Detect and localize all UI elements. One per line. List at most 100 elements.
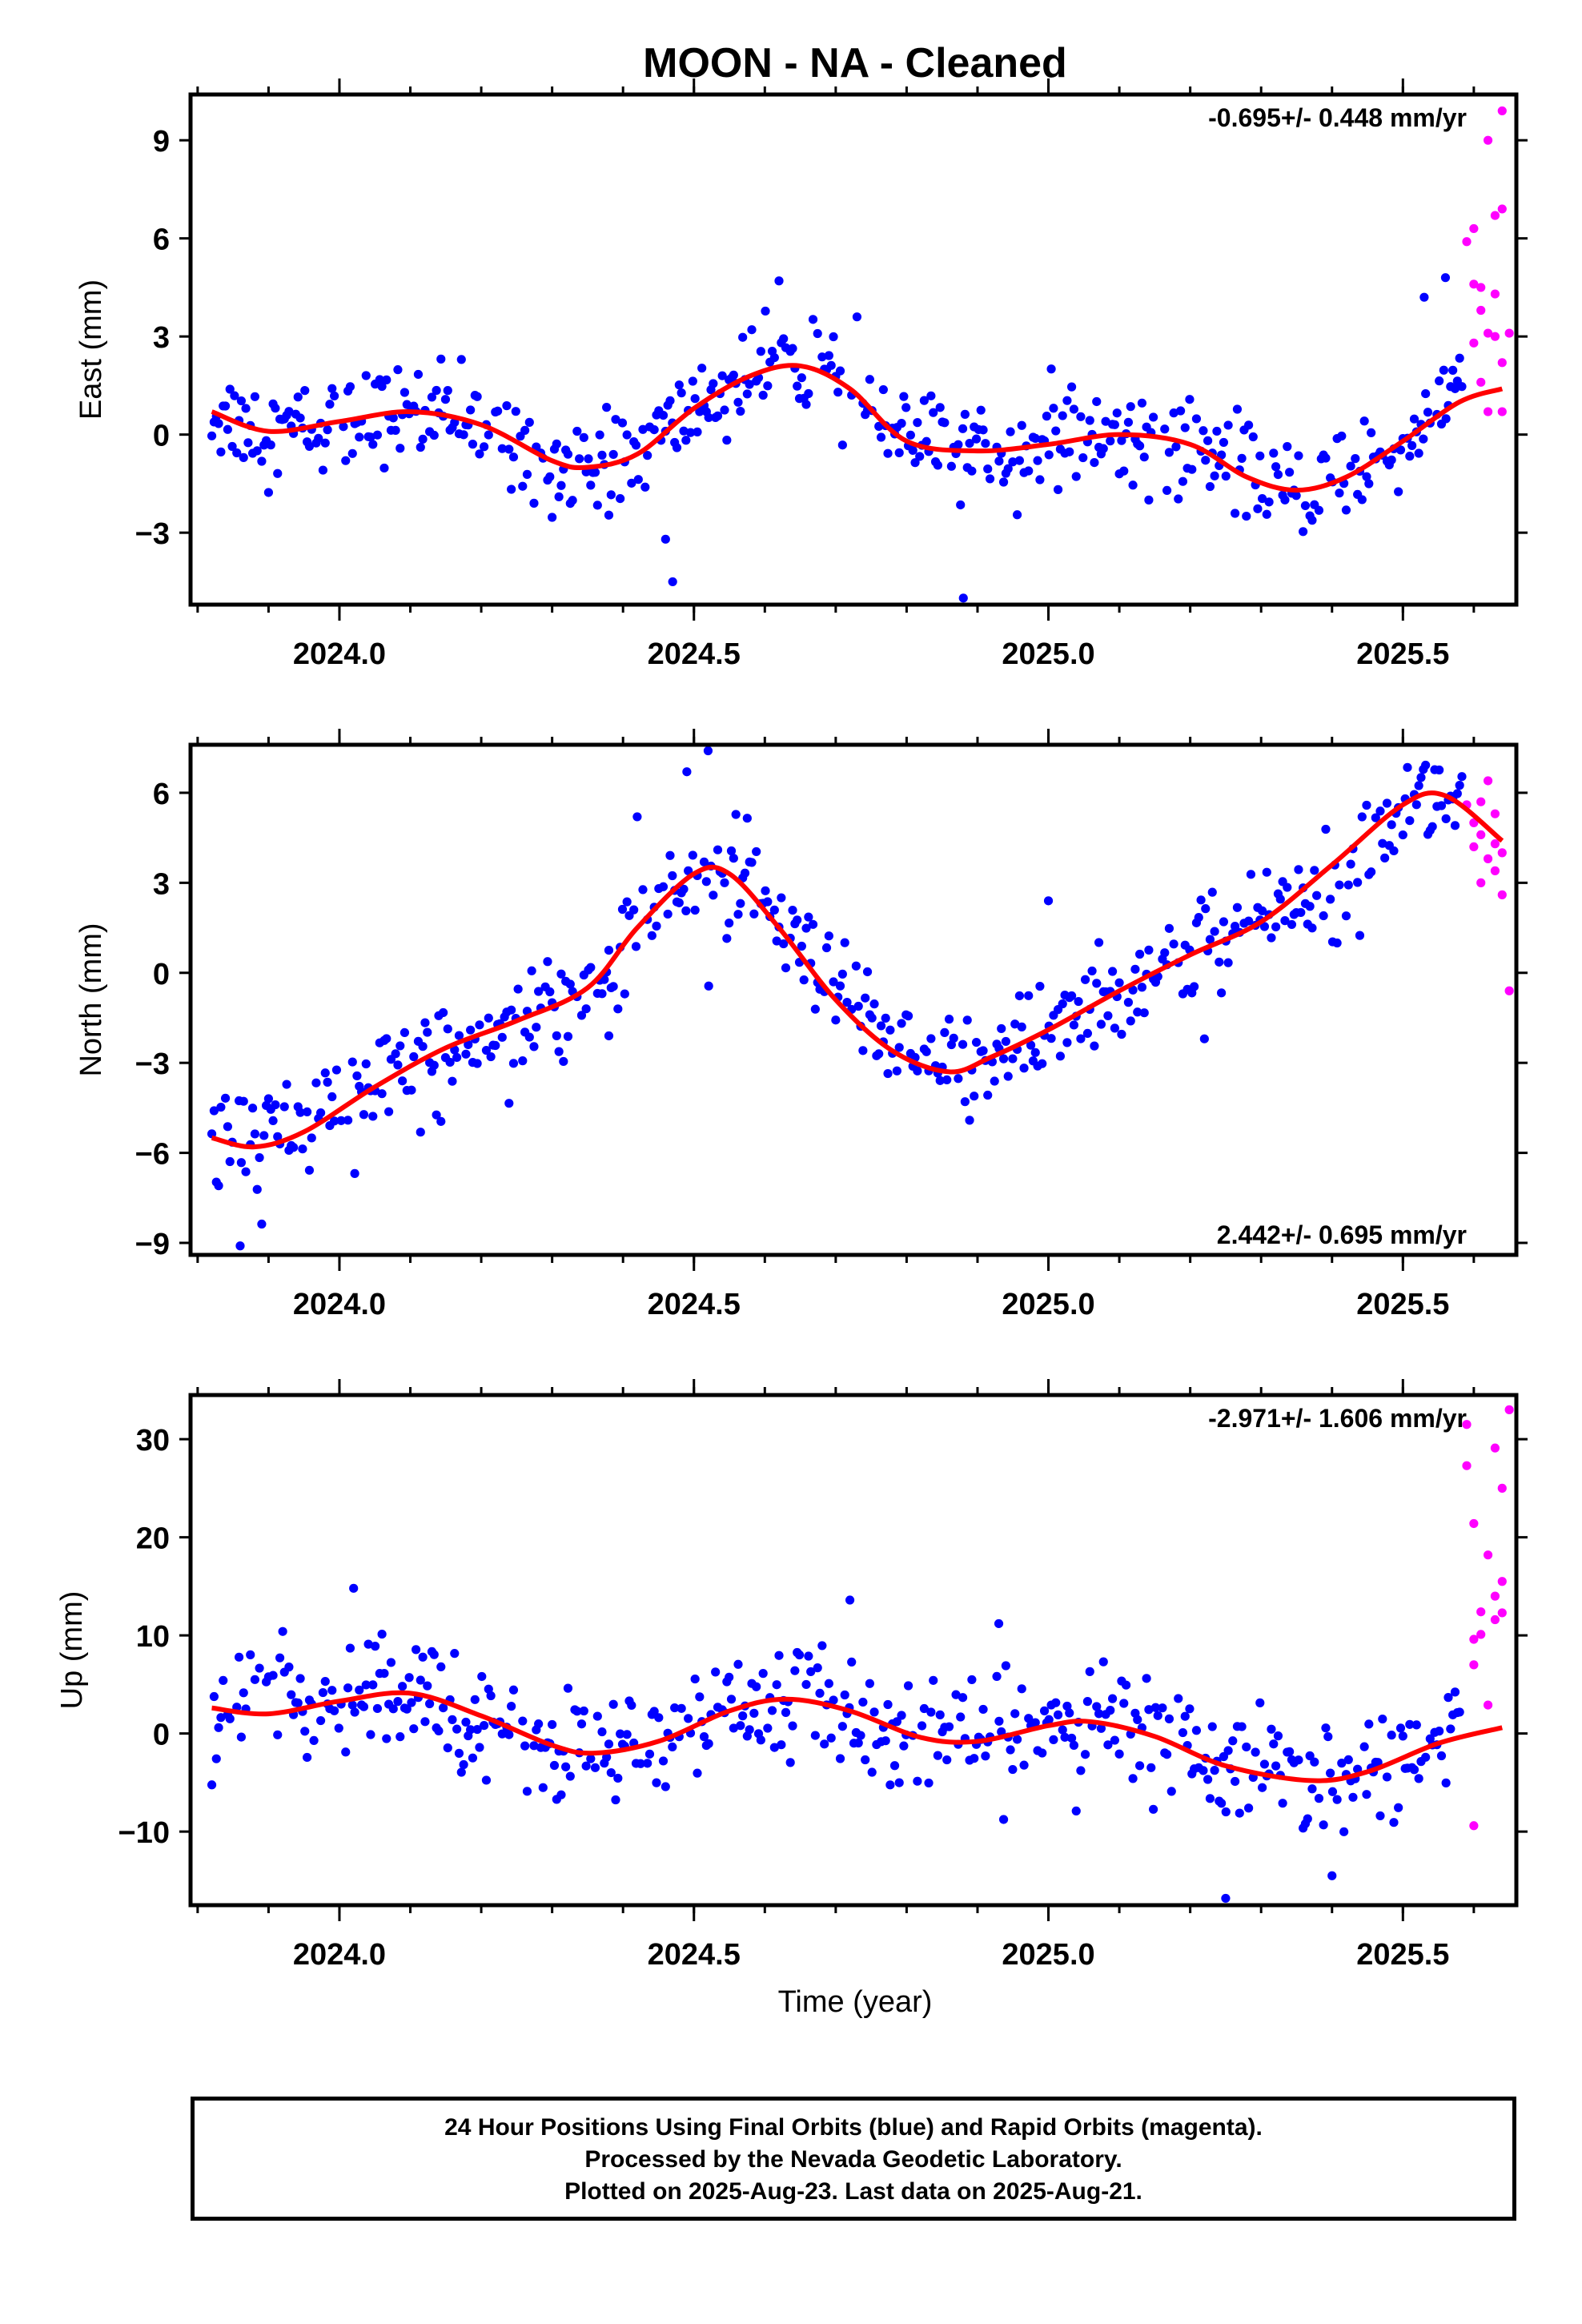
final-orbit-point [1375, 1811, 1385, 1821]
final-orbit-point [793, 381, 802, 391]
final-orbit-point [670, 1703, 680, 1713]
final-orbit-point [502, 401, 512, 411]
final-orbit-point [725, 919, 734, 928]
final-orbit-point [1094, 938, 1104, 947]
final-orbit-point [475, 1020, 484, 1030]
final-orbit-point [1235, 1808, 1244, 1818]
final-orbit-point [665, 396, 675, 405]
final-orbit-point [216, 1102, 226, 1112]
final-orbit-point [250, 1129, 260, 1139]
final-orbit-point [1148, 412, 1158, 422]
x-tick-label: 2024.0 [293, 1938, 386, 1972]
final-orbit-point [1103, 1740, 1113, 1750]
rapid-orbit-point [1469, 1634, 1479, 1644]
final-orbit-point [1264, 497, 1274, 507]
final-orbit-point [236, 1732, 247, 1742]
final-orbit-point [606, 490, 616, 500]
final-orbit-point [518, 481, 528, 491]
final-orbit-point [808, 315, 818, 324]
final-orbit-point [1185, 395, 1195, 404]
final-orbit-point [1051, 1698, 1061, 1707]
final-orbit-point [1435, 1727, 1444, 1736]
final-orbit-point [552, 1031, 561, 1040]
final-orbit-point [377, 381, 387, 392]
final-orbit-point [1133, 1007, 1142, 1017]
final-orbit-point [1394, 1803, 1403, 1812]
final-orbit-point [372, 430, 383, 440]
final-orbit-point [649, 1707, 659, 1716]
final-orbit-point [391, 425, 400, 435]
rapid-orbit-point [1469, 1821, 1479, 1831]
final-orbit-point [1285, 468, 1295, 477]
final-orbit-point [412, 1645, 421, 1655]
final-orbit-point [1232, 903, 1243, 912]
final-orbit-point [1258, 1783, 1267, 1792]
final-orbit-point [366, 1730, 375, 1739]
final-orbit-point [1223, 958, 1233, 967]
final-orbit-point [597, 1727, 607, 1737]
final-orbit-point [1162, 1750, 1172, 1759]
final-orbit-point [962, 1015, 972, 1025]
final-orbit-point [1411, 800, 1421, 810]
final-orbit-point [665, 850, 675, 860]
final-orbit-point [520, 1741, 530, 1751]
final-orbit-point [1017, 420, 1026, 430]
final-orbit-point [1305, 1751, 1315, 1761]
final-orbit-point [799, 975, 809, 985]
final-orbit-point [1441, 814, 1451, 823]
final-orbit-point [613, 1773, 623, 1783]
final-orbit-point [345, 382, 355, 392]
y-tick-label: −10 [118, 1816, 170, 1850]
y-tick-label: 30 [136, 1424, 170, 1458]
final-orbit-point [1008, 1764, 1018, 1775]
rapid-orbit-point [1497, 204, 1507, 214]
final-orbit-point [1326, 1768, 1335, 1778]
final-orbit-point [1160, 424, 1170, 434]
rapid-orbit-point [1462, 237, 1472, 247]
final-orbit-point [709, 891, 718, 900]
final-orbit-point [1455, 781, 1464, 790]
final-orbit-point [1114, 978, 1124, 987]
final-orbit-point [793, 915, 802, 925]
final-orbit-point [1337, 1759, 1347, 1768]
final-orbit-point [470, 1695, 480, 1704]
final-orbit-point [549, 1760, 560, 1771]
final-orbit-point [581, 1004, 591, 1014]
final-orbit-point [1205, 481, 1215, 492]
caption-box: 24 Hour Positions Using Final Orbits (bl… [191, 2097, 1516, 2221]
final-orbit-point [970, 1092, 979, 1101]
final-orbit-point [1321, 453, 1331, 463]
final-orbit-point [1199, 1766, 1208, 1775]
final-orbit-point [720, 878, 729, 887]
final-orbit-point [1101, 416, 1110, 426]
final-orbit-point [685, 428, 696, 437]
final-orbit-point [861, 1755, 870, 1765]
final-orbit-point [1098, 1657, 1108, 1667]
final-orbit-point [565, 1771, 575, 1781]
final-orbit-point [815, 1688, 825, 1699]
final-orbit-point [903, 1011, 913, 1021]
final-orbit-point [522, 469, 532, 479]
final-orbit-point [475, 1743, 484, 1752]
final-orbit-point [1062, 396, 1072, 405]
final-orbit-point [1278, 1799, 1287, 1808]
final-orbit-point [275, 1653, 285, 1663]
final-orbit-point [486, 1051, 496, 1062]
final-orbit-point [604, 1739, 614, 1749]
final-orbit-point [897, 1711, 906, 1720]
final-orbit-point [643, 451, 652, 460]
final-orbit-point [781, 1707, 791, 1717]
final-orbit-point [1395, 445, 1406, 455]
x-tick-label: 2024.5 [648, 1938, 741, 1972]
final-orbit-point [377, 1629, 387, 1639]
final-orbit-point [1373, 1758, 1383, 1767]
final-orbit-point [1343, 880, 1353, 890]
final-orbit-point [747, 858, 757, 867]
model-fit-line [211, 790, 1504, 1150]
final-orbit-point [713, 411, 723, 420]
final-orbit-point [736, 899, 745, 908]
final-orbit-point [853, 1738, 863, 1748]
final-orbit-point [436, 354, 446, 364]
final-orbit-point [971, 434, 982, 444]
x-tick-label: 2025.0 [1002, 1288, 1094, 1321]
